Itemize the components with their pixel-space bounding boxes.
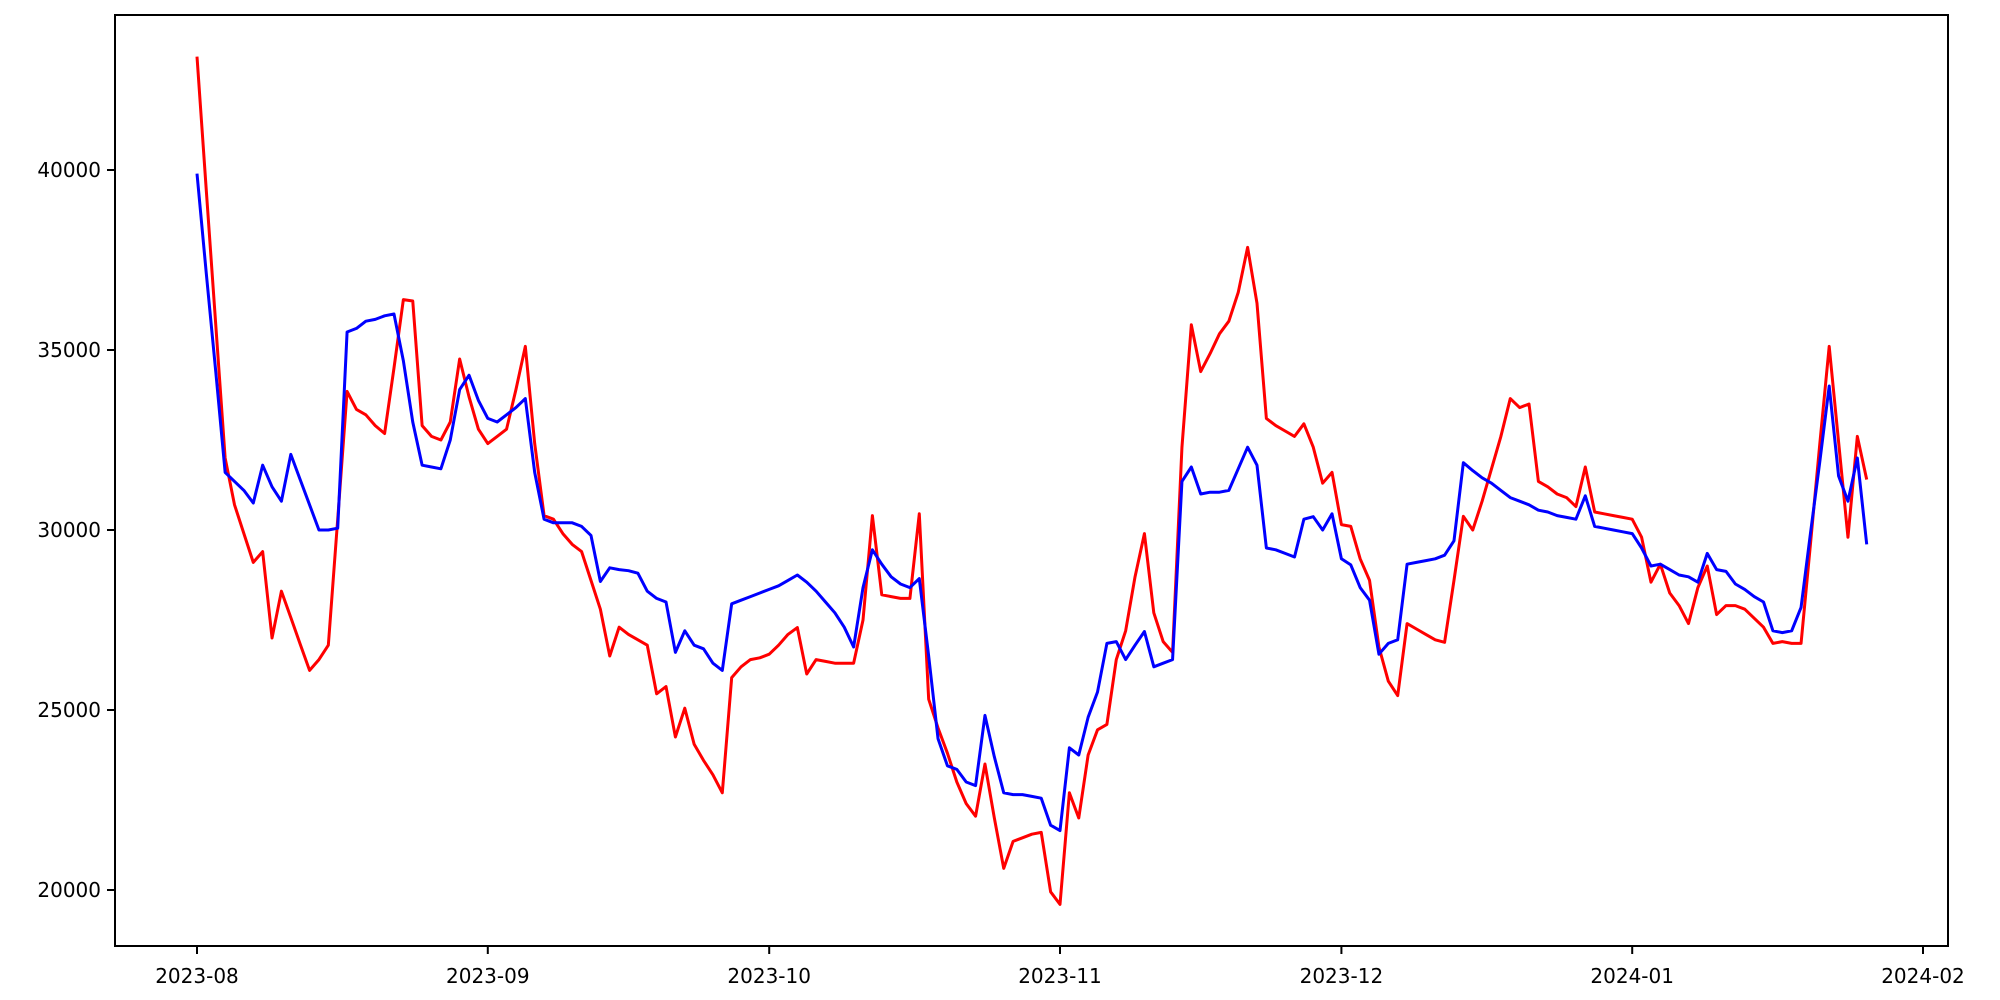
axis-tick-labels: 20000 25000 30000 35000 40000 2023-08 2023-09 2…	[37, 158, 1964, 988]
x-tick-label: 2023-10	[727, 964, 811, 988]
x-tick-label: 2024-01	[1590, 964, 1674, 988]
red-series-line	[195, 56, 1869, 906]
axis-ticks	[107, 169, 1924, 954]
x-tick-label: 2023-08	[155, 964, 239, 988]
x-tick-label: 2023-09	[446, 964, 530, 988]
data-series	[195, 56, 1869, 906]
y-tick-label: 25000	[37, 698, 101, 722]
y-tick-label: 30000	[37, 518, 101, 542]
blue-series-line	[195, 173, 1869, 833]
x-tick-label: 2024-02	[1881, 964, 1965, 988]
plot-frame	[114, 14, 1949, 947]
y-tick-label: 35000	[37, 338, 101, 362]
x-tick-label: 2023-12	[1300, 964, 1384, 988]
y-tick-label: 20000	[37, 878, 101, 902]
y-tick-label: 40000	[37, 158, 101, 182]
x-tick-label: 2023-11	[1018, 964, 1102, 988]
